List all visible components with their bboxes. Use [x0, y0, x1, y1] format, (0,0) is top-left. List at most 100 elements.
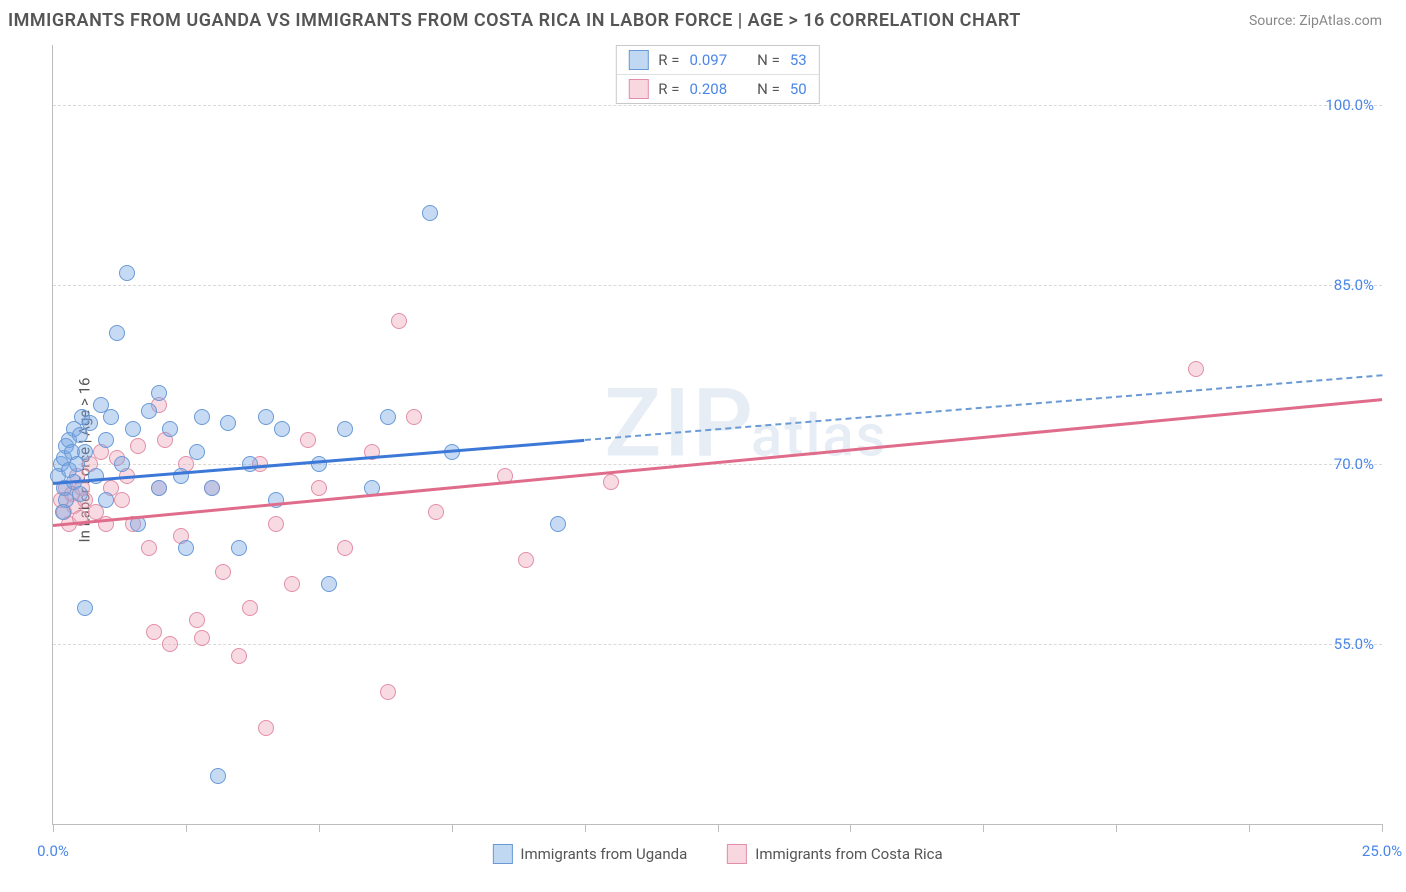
- scatter-point-uganda: [422, 205, 438, 221]
- scatter-point-uganda: [258, 409, 274, 425]
- scatter-point-uganda: [119, 265, 135, 281]
- scatter-point-costarica: [391, 313, 407, 329]
- ytick-label: 100.0%: [1325, 96, 1374, 114]
- r-label: R =: [658, 80, 679, 98]
- swatch-costarica-icon: [727, 844, 747, 864]
- scatter-point-uganda: [242, 456, 258, 472]
- legend-stats-row-costarica: R = 0.208 N = 50: [616, 74, 818, 103]
- swatch-uganda-icon: [492, 844, 512, 864]
- ytick-label: 85.0%: [1334, 276, 1374, 294]
- scatter-point-uganda: [98, 492, 114, 508]
- plot-area: ZIPatlas R = 0.097 N = 53 R = 0.208 N = …: [52, 45, 1382, 825]
- scatter-point-uganda: [88, 468, 104, 484]
- scatter-point-uganda: [274, 421, 290, 437]
- xtick: [452, 824, 453, 832]
- swatch-costarica-icon: [628, 79, 648, 99]
- ytick-label: 70.0%: [1334, 455, 1374, 473]
- legend-label-costarica: Immigrants from Costa Rica: [755, 845, 942, 863]
- legend-item-uganda: Immigrants from Uganda: [492, 844, 687, 864]
- scatter-point-uganda: [550, 516, 566, 532]
- scatter-point-uganda: [151, 480, 167, 496]
- scatter-point-uganda: [77, 600, 93, 616]
- ytick-label: 55.0%: [1334, 635, 1374, 653]
- chart-title: IMMIGRANTS FROM UGANDA VS IMMIGRANTS FRO…: [8, 10, 1021, 31]
- scatter-point-uganda: [72, 486, 88, 502]
- trendline-uganda-proj: [585, 375, 1383, 442]
- xtick: [850, 824, 851, 832]
- gridline-h: [53, 285, 1382, 286]
- scatter-point-uganda: [151, 385, 167, 401]
- chart-wrap: In Labor Force | Age > 16 ZIPatlas R = 0…: [0, 35, 1406, 885]
- xtick: [186, 824, 187, 832]
- legend-stats: R = 0.097 N = 53 R = 0.208 N = 50: [615, 45, 819, 104]
- chart-source: Source: ZipAtlas.com: [1249, 13, 1382, 29]
- scatter-point-uganda: [162, 421, 178, 437]
- xtick: [718, 824, 719, 832]
- scatter-point-costarica: [337, 540, 353, 556]
- swatch-uganda-icon: [628, 50, 648, 70]
- r-label: R =: [658, 51, 679, 69]
- scatter-point-uganda: [189, 444, 205, 460]
- scatter-point-uganda: [98, 432, 114, 448]
- legend-label-uganda: Immigrants from Uganda: [520, 845, 687, 863]
- legend-item-costarica: Immigrants from Costa Rica: [727, 844, 942, 864]
- xtick: [1116, 824, 1117, 832]
- scatter-point-uganda: [141, 403, 157, 419]
- xtick: [1382, 824, 1383, 832]
- scatter-point-costarica: [194, 630, 210, 646]
- r-value-uganda: 0.097: [689, 51, 727, 69]
- scatter-point-costarica: [141, 540, 157, 556]
- xtick-label: 0.0%: [37, 842, 69, 860]
- scatter-point-costarica: [284, 576, 300, 592]
- legend-stats-row-uganda: R = 0.097 N = 53: [616, 46, 818, 74]
- scatter-point-uganda: [125, 421, 141, 437]
- scatter-point-uganda: [103, 409, 119, 425]
- scatter-point-costarica: [311, 480, 327, 496]
- r-value-costarica: 0.208: [689, 80, 727, 98]
- xtick: [983, 824, 984, 832]
- xtick: [585, 824, 586, 832]
- scatter-point-costarica: [146, 624, 162, 640]
- scatter-point-costarica: [380, 684, 396, 700]
- n-value-uganda: 53: [790, 51, 807, 69]
- n-label: N =: [757, 80, 780, 98]
- scatter-point-costarica: [231, 648, 247, 664]
- scatter-point-costarica: [518, 552, 534, 568]
- xtick: [319, 824, 320, 832]
- scatter-point-uganda: [231, 540, 247, 556]
- scatter-point-uganda: [337, 421, 353, 437]
- scatter-point-costarica: [258, 720, 274, 736]
- scatter-point-uganda: [220, 415, 236, 431]
- scatter-point-costarica: [428, 504, 444, 520]
- scatter-point-costarica: [189, 612, 205, 628]
- xtick-label: 25.0%: [1362, 842, 1402, 860]
- n-label: N =: [757, 51, 780, 69]
- gridline-h: [53, 105, 1382, 106]
- scatter-point-uganda: [321, 576, 337, 592]
- scatter-point-uganda: [380, 409, 396, 425]
- xtick: [1249, 824, 1250, 832]
- scatter-point-uganda: [77, 444, 93, 460]
- scatter-point-costarica: [242, 600, 258, 616]
- scatter-point-uganda: [210, 768, 226, 784]
- scatter-point-uganda: [178, 540, 194, 556]
- scatter-point-uganda: [311, 456, 327, 472]
- legend-series: Immigrants from Uganda Immigrants from C…: [492, 844, 942, 864]
- scatter-point-costarica: [603, 474, 619, 490]
- scatter-point-uganda: [114, 456, 130, 472]
- xtick: [53, 824, 54, 832]
- scatter-point-uganda: [82, 415, 98, 431]
- scatter-point-costarica: [406, 409, 422, 425]
- scatter-point-uganda: [109, 325, 125, 341]
- scatter-point-costarica: [215, 564, 231, 580]
- scatter-point-costarica: [162, 636, 178, 652]
- scatter-point-uganda: [204, 480, 220, 496]
- scatter-point-costarica: [300, 432, 316, 448]
- n-value-costarica: 50: [790, 80, 807, 98]
- scatter-point-costarica: [114, 492, 130, 508]
- scatter-point-uganda: [194, 409, 210, 425]
- chart-header: IMMIGRANTS FROM UGANDA VS IMMIGRANTS FRO…: [0, 0, 1406, 35]
- watermark: ZIPatlas: [604, 368, 887, 479]
- scatter-point-costarica: [268, 516, 284, 532]
- scatter-point-costarica: [1188, 361, 1204, 377]
